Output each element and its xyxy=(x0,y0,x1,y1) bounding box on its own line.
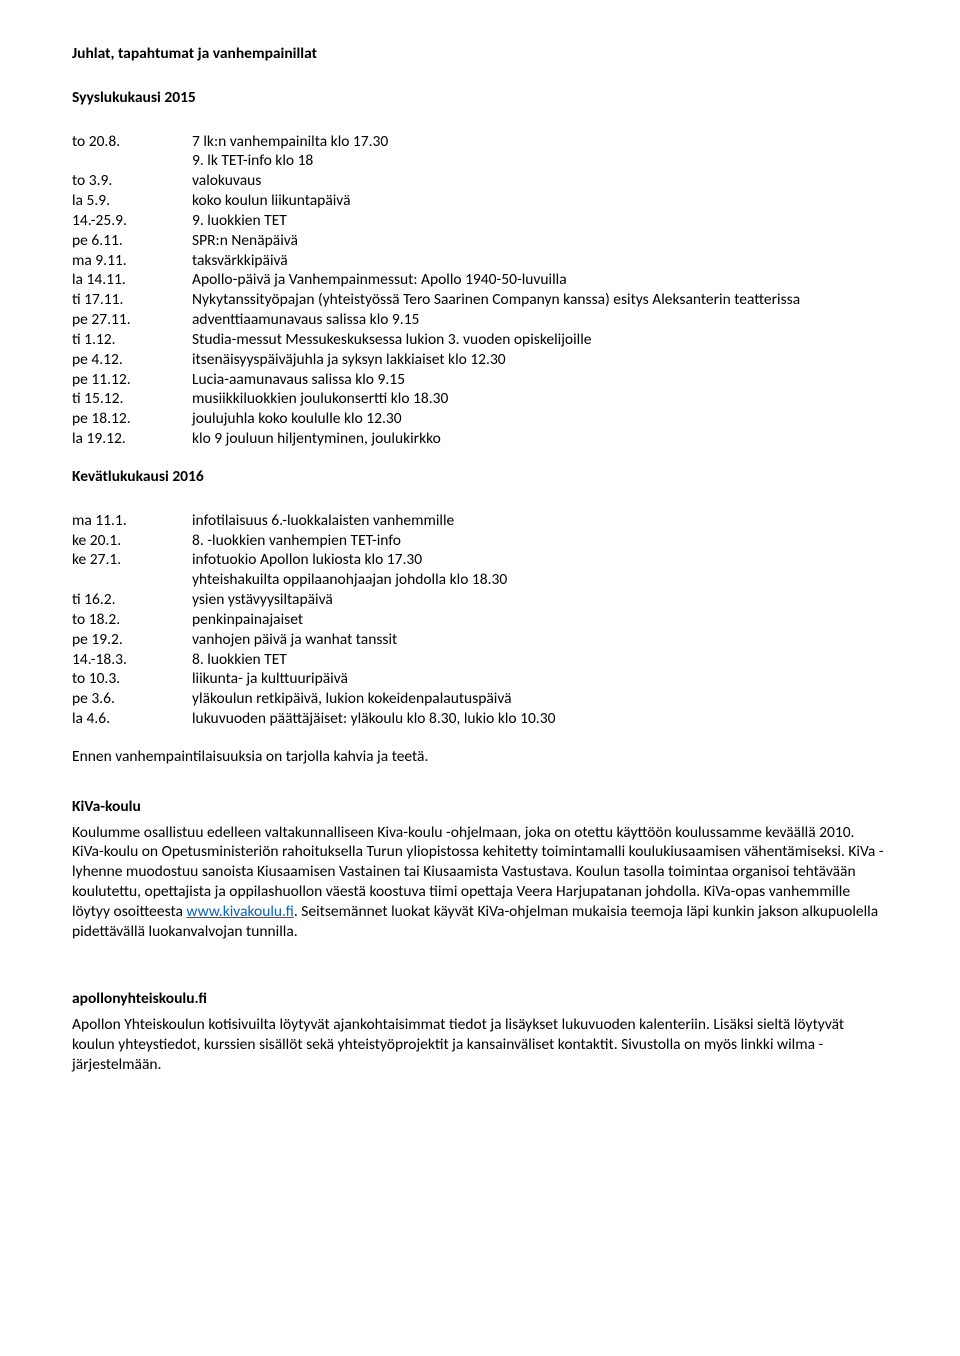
page-title: Juhlat, tapahtumat ja vanhempainillat xyxy=(72,44,888,64)
desc-cell: Studia-messut Messukeskuksessa lukion 3.… xyxy=(192,330,888,350)
desc-cell: liikunta- ja kulttuuripäivä xyxy=(192,669,888,689)
desc-cell: musiikkiluokkien joulukonsertti klo 18.3… xyxy=(192,389,888,409)
desc-cell: Lucia-aamunavaus salissa klo 9.15 xyxy=(192,370,888,390)
apollo-body: Apollon Yhteiskoulun kotisivuilta löytyv… xyxy=(72,1015,888,1074)
desc-cell: adventtiaamunavaus salissa klo 9.15 xyxy=(192,310,888,330)
list-item: ke 27.1.infotuokio Apollon lukiosta klo … xyxy=(72,550,888,570)
desc-cell: valokuvaus xyxy=(192,171,888,191)
date-cell: pe 4.12. xyxy=(72,350,192,370)
desc-cell: vanhojen päivä ja wanhat tanssit xyxy=(192,630,888,650)
date-cell: ke 20.1. xyxy=(72,531,192,551)
list-item: pe 6.11.SPR:n Nenäpäivä xyxy=(72,231,888,251)
desc-cell: lukuvuoden päättäjäiset: yläkoulu klo 8.… xyxy=(192,709,888,729)
date-cell: to 3.9. xyxy=(72,171,192,191)
kiva-link[interactable]: www.kivakoulu.fi xyxy=(186,902,293,921)
kiva-title: KiVa-koulu xyxy=(72,797,888,817)
list-item: to 20.8.7 lk:n vanhempainilta klo 17.30 xyxy=(72,132,888,152)
list-item: to 3.9.valokuvaus xyxy=(72,171,888,191)
list-item: ti 1.12.Studia-messut Messukeskuksessa l… xyxy=(72,330,888,350)
date-cell: ma 9.11. xyxy=(72,251,192,271)
date-cell: to 20.8. xyxy=(72,132,192,152)
list-item: 14.-18.3.8. luokkien TET xyxy=(72,650,888,670)
desc-cell: Nykytanssityöpajan (yhteistyössä Tero Sa… xyxy=(192,290,888,310)
date-cell: 14.-18.3. xyxy=(72,650,192,670)
desc-cell: 8. luokkien TET xyxy=(192,650,888,670)
desc-cell: 9. luokkien TET xyxy=(192,211,888,231)
spring-list: ma 11.1.infotilaisuus 6.-luokkalaisten v… xyxy=(72,511,888,729)
desc-cell: klo 9 jouluun hiljentyminen, joulukirkko xyxy=(192,429,888,449)
desc-cell: joulujuhla koko koululle klo 12.30 xyxy=(192,409,888,429)
date-cell: la 19.12. xyxy=(72,429,192,449)
date-cell: 14.-25.9. xyxy=(72,211,192,231)
date-cell: pe 27.11. xyxy=(72,310,192,330)
date-cell: to 10.3. xyxy=(72,669,192,689)
desc-cell: itsenäisyyspäiväjuhla ja syksyn lakkiais… xyxy=(192,350,888,370)
desc-cell: Apollo-päivä ja Vanhempainmessut: Apollo… xyxy=(192,270,888,290)
desc-cell: koko koulun liikuntapäivä xyxy=(192,191,888,211)
desc-cell: taksvärkkipäivä xyxy=(192,251,888,271)
list-item: ma 11.1.infotilaisuus 6.-luokkalaisten v… xyxy=(72,511,888,531)
date-cell: pe 11.12. xyxy=(72,370,192,390)
list-item: pe 11.12.Lucia-aamunavaus salissa klo 9.… xyxy=(72,370,888,390)
desc-cell: yhteishakuilta oppilaanohjaajan johdolla… xyxy=(192,570,888,590)
list-item: to 10.3.liikunta- ja kulttuuripäivä xyxy=(72,669,888,689)
date-cell: ti 15.12. xyxy=(72,389,192,409)
date-cell: la 14.11. xyxy=(72,270,192,290)
list-item: yhteishakuilta oppilaanohjaajan johdolla… xyxy=(72,570,888,590)
list-item: la 4.6.lukuvuoden päättäjäiset: yläkoulu… xyxy=(72,709,888,729)
note-refreshments: Ennen vanhempaintilaisuuksia on tarjolla… xyxy=(72,747,888,767)
desc-cell: infotuokio Apollon lukiosta klo 17.30 xyxy=(192,550,888,570)
subheading-autumn: Syyslukukausi 2015 xyxy=(72,88,888,108)
date-cell: ti 1.12. xyxy=(72,330,192,350)
date-cell: la 4.6. xyxy=(72,709,192,729)
date-cell: ti 17.11. xyxy=(72,290,192,310)
list-item: pe 3.6.yläkoulun retkipäivä, lukion koke… xyxy=(72,689,888,709)
list-item: ke 20.1.8. -luokkien vanhempien TET-info xyxy=(72,531,888,551)
list-item: pe 18.12.joulujuhla koko koululle klo 12… xyxy=(72,409,888,429)
list-item: 9. lk TET-info klo 18 xyxy=(72,151,888,171)
list-item: to 18.2.penkinpainajaiset xyxy=(72,610,888,630)
date-cell: ti 16.2. xyxy=(72,590,192,610)
list-item: la 5.9.koko koulun liikuntapäivä xyxy=(72,191,888,211)
apollo-title: apollonyhteiskoulu.fi xyxy=(72,989,888,1009)
list-item: ti 17.11.Nykytanssityöpajan (yhteistyöss… xyxy=(72,290,888,310)
date-cell: pe 18.12. xyxy=(72,409,192,429)
date-cell: to 18.2. xyxy=(72,610,192,630)
desc-cell: 7 lk:n vanhempainilta klo 17.30 xyxy=(192,132,888,152)
document-page: Juhlat, tapahtumat ja vanhempainillat Sy… xyxy=(0,0,960,1356)
desc-cell: 9. lk TET-info klo 18 xyxy=(192,151,888,171)
desc-cell: ysien ystävyysiltapäivä xyxy=(192,590,888,610)
desc-cell: 8. -luokkien vanhempien TET-info xyxy=(192,531,888,551)
list-item: la 19.12.klo 9 jouluun hiljentyminen, jo… xyxy=(72,429,888,449)
desc-cell: infotilaisuus 6.-luokkalaisten vanhemmil… xyxy=(192,511,888,531)
date-cell: la 5.9. xyxy=(72,191,192,211)
autumn-list: to 20.8.7 lk:n vanhempainilta klo 17.30 … xyxy=(72,132,888,449)
date-cell: pe 3.6. xyxy=(72,689,192,709)
list-item: 14.-25.9.9. luokkien TET xyxy=(72,211,888,231)
desc-cell: penkinpainajaiset xyxy=(192,610,888,630)
date-cell: ke 27.1. xyxy=(72,550,192,570)
list-item: ti 15.12.musiikkiluokkien joulukonsertti… xyxy=(72,389,888,409)
date-cell: pe 6.11. xyxy=(72,231,192,251)
list-item: pe 19.2.vanhojen päivä ja wanhat tanssit xyxy=(72,630,888,650)
list-item: ma 9.11.taksvärkkipäivä xyxy=(72,251,888,271)
list-item: pe 27.11.adventtiaamunavaus salissa klo … xyxy=(72,310,888,330)
date-cell: pe 19.2. xyxy=(72,630,192,650)
list-item: ti 16.2.ysien ystävyysiltapäivä xyxy=(72,590,888,610)
subheading-spring: Kevätlukukausi 2016 xyxy=(72,467,888,487)
desc-cell: yläkoulun retkipäivä, lukion kokeidenpal… xyxy=(192,689,888,709)
date-cell: ma 11.1. xyxy=(72,511,192,531)
desc-cell: SPR:n Nenäpäivä xyxy=(192,231,888,251)
list-item: la 14.11.Apollo-päivä ja Vanhempainmessu… xyxy=(72,270,888,290)
list-item: pe 4.12.itsenäisyyspäiväjuhla ja syksyn … xyxy=(72,350,888,370)
kiva-body: Koulumme osallistuu edelleen valtakunnal… xyxy=(72,823,888,942)
